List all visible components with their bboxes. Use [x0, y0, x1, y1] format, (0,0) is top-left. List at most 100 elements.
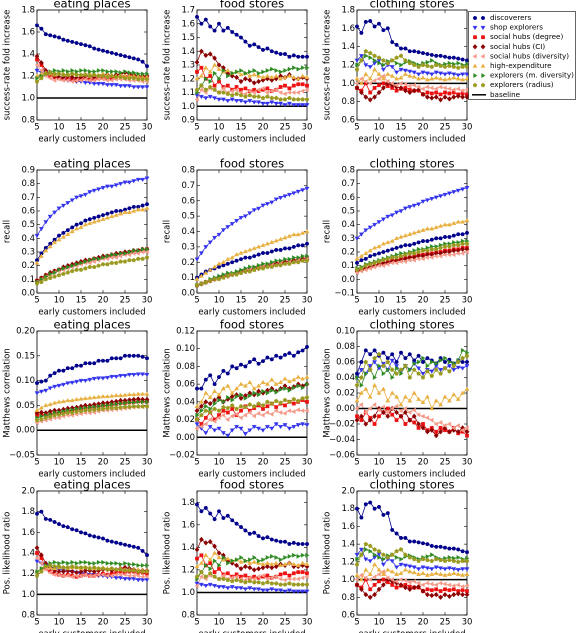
- marker: [429, 226, 435, 231]
- marker: [425, 239, 430, 244]
- marker: [104, 375, 110, 381]
- marker: [82, 395, 88, 401]
- marker: [398, 259, 403, 265]
- marker: [282, 91, 287, 97]
- marker: [96, 187, 102, 192]
- marker: [251, 80, 257, 86]
- marker: [127, 404, 132, 409]
- marker: [442, 591, 448, 598]
- marker: [305, 83, 309, 88]
- marker: [113, 83, 119, 88]
- marker: [358, 54, 364, 59]
- marker: [225, 586, 231, 591]
- marker: [234, 32, 239, 37]
- marker: [101, 255, 106, 260]
- marker: [273, 398, 279, 403]
- marker: [355, 24, 359, 29]
- marker: [203, 540, 209, 546]
- marker: [256, 410, 261, 416]
- marker: [411, 565, 417, 570]
- marker: [367, 571, 373, 576]
- axes-frame: [36, 490, 148, 616]
- marker: [199, 48, 204, 54]
- marker: [394, 585, 399, 590]
- marker: [230, 260, 235, 265]
- marker: [473, 16, 477, 20]
- y-tick-label: 1.6: [181, 19, 195, 29]
- marker: [78, 565, 84, 570]
- marker: [438, 84, 443, 90]
- marker: [212, 550, 218, 555]
- marker: [278, 572, 283, 577]
- x-axis-label: early customers included: [358, 135, 465, 145]
- marker: [416, 359, 422, 365]
- marker: [380, 217, 386, 222]
- x-tick-label: 5: [194, 123, 199, 133]
- marker: [403, 422, 408, 426]
- marker: [65, 228, 70, 233]
- marker: [304, 582, 310, 587]
- marker: [278, 76, 284, 81]
- marker: [398, 408, 403, 414]
- marker: [82, 192, 88, 198]
- x-tick-label: 5: [354, 618, 359, 628]
- marker: [242, 100, 248, 105]
- marker: [251, 559, 257, 564]
- marker: [34, 545, 40, 551]
- marker: [472, 44, 478, 50]
- marker: [69, 568, 75, 575]
- marker: [199, 386, 204, 391]
- marker: [256, 579, 261, 585]
- marker: [451, 233, 456, 238]
- marker: [234, 272, 239, 277]
- x-tick-label: 15: [396, 618, 407, 628]
- marker: [300, 552, 306, 558]
- marker: [238, 381, 244, 386]
- x-tick-label: 5: [34, 123, 39, 133]
- marker: [416, 540, 421, 545]
- y-axis-label: recall: [163, 220, 173, 243]
- marker: [433, 75, 439, 80]
- marker: [91, 259, 96, 265]
- marker: [56, 415, 61, 421]
- marker: [429, 369, 435, 374]
- marker: [372, 252, 377, 257]
- marker: [35, 75, 40, 81]
- marker: [74, 261, 80, 267]
- marker: [438, 580, 443, 586]
- marker: [295, 90, 300, 95]
- marker: [252, 254, 257, 259]
- marker: [394, 531, 399, 536]
- marker: [217, 375, 221, 380]
- marker: [300, 408, 305, 414]
- axes-frame: [356, 330, 468, 456]
- marker: [198, 560, 204, 565]
- marker: [114, 252, 119, 258]
- marker: [208, 74, 213, 78]
- marker: [300, 97, 305, 102]
- y-tick-label: 0.2: [181, 258, 195, 268]
- marker: [446, 398, 452, 403]
- marker: [355, 506, 359, 511]
- marker: [430, 57, 435, 63]
- marker: [372, 574, 377, 580]
- marker: [429, 567, 435, 572]
- marker: [443, 545, 447, 550]
- marker: [78, 409, 84, 414]
- marker: [429, 95, 435, 101]
- y-tick-label: 1.8: [341, 504, 355, 514]
- marker: [456, 554, 461, 560]
- marker: [83, 408, 88, 413]
- marker: [438, 571, 444, 576]
- x-axis-label: early customers included: [38, 308, 145, 318]
- marker: [225, 410, 230, 415]
- marker: [35, 551, 39, 555]
- marker: [239, 68, 244, 73]
- marker: [83, 259, 88, 265]
- marker: [96, 47, 101, 52]
- marker: [394, 70, 400, 75]
- axes-frame: [356, 169, 468, 294]
- marker: [412, 361, 417, 366]
- marker: [203, 408, 209, 413]
- marker: [278, 101, 284, 106]
